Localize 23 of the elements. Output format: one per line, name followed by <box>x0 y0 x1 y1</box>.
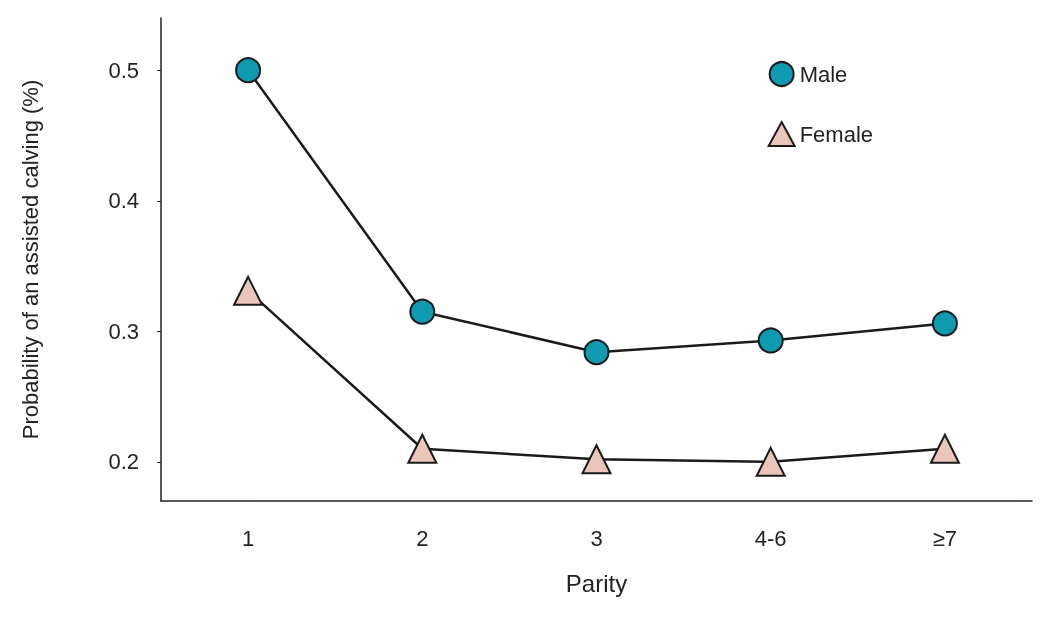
y-tick-label: 0.2 <box>108 449 139 475</box>
x-tick-label: ≥7 <box>932 525 958 551</box>
x-tick-label: 4-6 <box>754 525 787 551</box>
legend-label: Male <box>799 61 848 87</box>
y-tick-label: 0.4 <box>108 188 139 214</box>
point <box>929 433 960 464</box>
y-axis-title: Probability of an assisted calving (%) <box>17 79 43 440</box>
point <box>757 327 784 354</box>
x-axis-title: Parity <box>565 569 628 597</box>
point <box>407 433 438 464</box>
x-tick-label: 1 <box>241 525 255 551</box>
point <box>235 57 262 84</box>
point <box>931 310 958 337</box>
x-tick-label: 3 <box>590 525 603 551</box>
point <box>233 275 264 306</box>
x-tick-label: 2 <box>416 525 429 551</box>
y-tick-label: 0.5 <box>108 57 139 83</box>
point <box>409 298 436 325</box>
point <box>581 444 612 475</box>
point <box>755 446 786 477</box>
point <box>583 339 610 366</box>
legend-label: Female <box>799 121 873 147</box>
y-tick-label: 0.3 <box>108 318 139 344</box>
